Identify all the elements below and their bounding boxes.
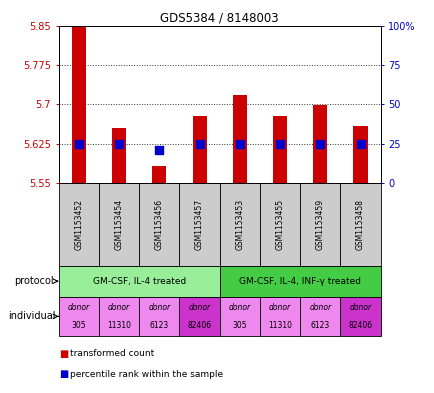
- Text: 305: 305: [71, 321, 86, 329]
- Text: 6123: 6123: [149, 321, 168, 329]
- Bar: [219, 183, 260, 266]
- Bar: [312, 105, 326, 183]
- Bar: [299, 297, 340, 336]
- Text: donor: donor: [148, 303, 170, 312]
- Text: 82406: 82406: [348, 321, 372, 329]
- Bar: [72, 27, 85, 183]
- Bar: [112, 128, 126, 183]
- Point: [155, 147, 162, 153]
- Point: [236, 140, 243, 147]
- Text: percentile rank within the sample: percentile rank within the sample: [70, 370, 223, 378]
- Text: GSM1153456: GSM1153456: [155, 199, 164, 250]
- Bar: [139, 183, 179, 266]
- Bar: [59, 183, 99, 266]
- Bar: [219, 297, 260, 336]
- Bar: [59, 266, 219, 297]
- Point: [115, 140, 122, 147]
- Title: GDS5384 / 8148003: GDS5384 / 8148003: [160, 11, 278, 24]
- Bar: [59, 297, 99, 336]
- Text: individual: individual: [8, 311, 59, 321]
- Bar: [353, 126, 367, 183]
- Bar: [260, 297, 299, 336]
- Bar: [273, 116, 286, 183]
- Point: [276, 140, 283, 147]
- Bar: [192, 116, 206, 183]
- Text: GM-CSF, IL-4, INF-γ treated: GM-CSF, IL-4, INF-γ treated: [239, 277, 360, 286]
- Text: 6123: 6123: [310, 321, 329, 329]
- Bar: [232, 95, 246, 183]
- Text: GSM1153459: GSM1153459: [315, 199, 324, 250]
- Bar: [340, 183, 380, 266]
- Text: donor: donor: [68, 303, 90, 312]
- Text: GM-CSF, IL-4 treated: GM-CSF, IL-4 treated: [92, 277, 185, 286]
- Text: ■: ■: [59, 349, 69, 359]
- Text: 11310: 11310: [267, 321, 291, 329]
- Bar: [139, 297, 179, 336]
- Point: [356, 140, 363, 147]
- Text: 305: 305: [232, 321, 247, 329]
- Bar: [99, 297, 139, 336]
- Text: donor: donor: [188, 303, 210, 312]
- Bar: [99, 183, 139, 266]
- Bar: [260, 183, 299, 266]
- Bar: [299, 183, 340, 266]
- Text: protocol: protocol: [14, 276, 57, 286]
- Point: [316, 140, 323, 147]
- Text: donor: donor: [309, 303, 331, 312]
- Text: GSM1153457: GSM1153457: [194, 199, 204, 250]
- Text: transformed count: transformed count: [70, 349, 155, 358]
- Text: donor: donor: [349, 303, 371, 312]
- Bar: [179, 183, 219, 266]
- Text: donor: donor: [268, 303, 290, 312]
- Text: GSM1153458: GSM1153458: [355, 199, 364, 250]
- Bar: [179, 297, 219, 336]
- Text: GSM1153452: GSM1153452: [74, 199, 83, 250]
- Bar: [152, 166, 166, 183]
- Text: donor: donor: [228, 303, 250, 312]
- Text: 82406: 82406: [187, 321, 211, 329]
- Text: donor: donor: [108, 303, 130, 312]
- Text: GSM1153455: GSM1153455: [275, 199, 284, 250]
- Text: 11310: 11310: [107, 321, 131, 329]
- Bar: [219, 266, 380, 297]
- Text: GSM1153454: GSM1153454: [114, 199, 123, 250]
- Text: ■: ■: [59, 369, 69, 379]
- Point: [196, 140, 203, 147]
- Bar: [340, 297, 380, 336]
- Text: GSM1153453: GSM1153453: [235, 199, 244, 250]
- Point: [75, 140, 82, 147]
